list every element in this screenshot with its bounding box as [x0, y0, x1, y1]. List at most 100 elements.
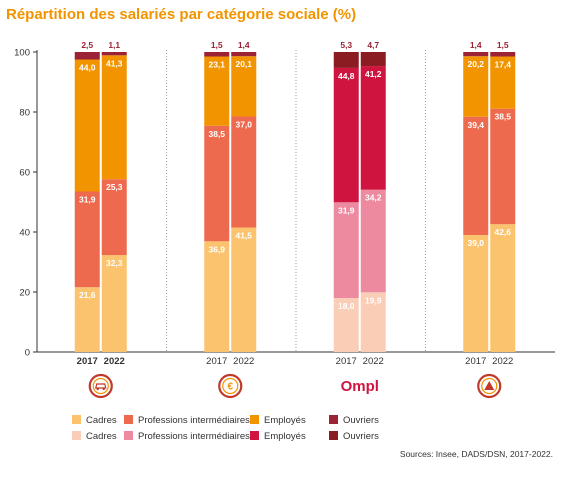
legend-item-cadres-alt: Cadres: [72, 431, 117, 442]
bar-segment: [333, 67, 359, 203]
data-label: 41,3: [106, 58, 123, 68]
legend-label-cadres-alt: Cadres: [86, 431, 117, 442]
data-label: 41,5: [235, 231, 252, 241]
data-label: 21,6: [79, 290, 96, 300]
data-label: 31,9: [338, 205, 355, 215]
data-label: 23,1: [208, 60, 225, 70]
data-label: 2,5: [81, 40, 93, 50]
car-icon: [94, 383, 107, 389]
data-label: 34,2: [365, 193, 382, 203]
bar-segment: [231, 52, 257, 57]
bar-segment: [74, 59, 100, 192]
car-wheel-icon: [102, 387, 105, 391]
data-label: 18,0: [338, 301, 355, 311]
bar-segment: [360, 52, 386, 67]
data-label: 20,2: [467, 59, 484, 69]
bar-segment: [101, 255, 127, 352]
legend-swatch-employes: [250, 415, 259, 424]
bar-segment: [490, 56, 516, 109]
car-wheel-icon: [96, 387, 99, 391]
data-label: 39,0: [467, 238, 484, 248]
ompl-logo: Ompl: [341, 378, 379, 395]
bar-segment: [101, 55, 127, 180]
bar-segment: [74, 52, 100, 60]
y-tick-label: 0: [25, 348, 30, 359]
bar-segment: [231, 56, 257, 117]
legend-item-employes-alt: Employés: [250, 431, 306, 442]
y-tick-label: 60: [19, 168, 30, 179]
warning-icon-ring-inner: [481, 377, 498, 395]
chart-title: Répartition des salariés par catégorie s…: [6, 6, 357, 23]
y-tick-label: 100: [14, 48, 30, 59]
legend-label-ouvriers-alt: Ouvriers: [343, 431, 379, 442]
data-label: 1,5: [497, 40, 509, 50]
bar-segment: [74, 191, 100, 288]
legend-item-employes: Employés: [250, 415, 306, 426]
x-tick-label: 2022: [363, 356, 384, 367]
bar-segment: [204, 241, 230, 352]
x-tick-label: 2017: [336, 356, 357, 367]
bar-segment: [333, 202, 359, 298]
bar-segment: [231, 227, 257, 352]
car-icon-ring-inner: [92, 377, 109, 395]
legend-label-professions-alt: Professions intermédiaires: [138, 431, 250, 442]
bar-segment: [231, 116, 257, 228]
bar-segment: [204, 56, 230, 126]
car-icon-ring: [88, 373, 113, 399]
coin-icon: €: [227, 382, 233, 393]
coin-icon-ring-inner: [222, 377, 239, 395]
data-label: 32,3: [106, 258, 123, 268]
data-label: 1,4: [238, 40, 250, 50]
x-tick-label: 2022: [104, 356, 125, 367]
bar-segment: [463, 56, 489, 117]
legend-swatch-cadres-alt: [72, 431, 81, 440]
legend-swatch-ouvriers: [329, 415, 338, 424]
stacked-bar-chart: 0 20 40 60 80 100 21,6 31,9 44,0 2,5 2017 32,3 25,3 4…: [14, 40, 555, 399]
legend-swatch-professions: [124, 415, 133, 424]
data-label: 36,9: [208, 244, 225, 254]
coin-icon-ring: [218, 373, 243, 399]
legend-label-employes: Employés: [264, 415, 306, 426]
legend-label-cadres: Cadres: [86, 415, 117, 426]
legend-swatch-ouvriers-alt: [329, 431, 338, 440]
warning-icon: [484, 381, 495, 390]
data-label: 44,8: [338, 71, 355, 81]
bar-segment: [204, 52, 230, 57]
bar-segment: [360, 189, 386, 293]
legend-label-employes-alt: Employés: [264, 431, 306, 442]
bar-segment: [333, 52, 359, 68]
y-tick-label: 80: [19, 108, 30, 119]
data-label: 5,3: [340, 40, 352, 50]
data-label: 37,0: [235, 120, 252, 130]
legend-item-cadres: Cadres: [72, 415, 117, 426]
bar-segment: [333, 298, 359, 352]
data-label: 17,4: [494, 60, 511, 70]
data-label: 31,9: [79, 195, 96, 205]
bar-segment: [360, 66, 386, 190]
data-label: 1,5: [211, 40, 223, 50]
bar-segment: [360, 292, 386, 352]
data-label: 19,9: [365, 295, 382, 305]
y-tick-label: 40: [19, 228, 30, 239]
x-tick-label: 2022: [492, 356, 513, 367]
source-note: Sources: Insee, DADS/DSN, 2017-2022.: [399, 449, 553, 459]
legend-swatch-employes-alt: [250, 431, 259, 440]
data-label: 44,0: [79, 63, 96, 73]
data-label: 38,5: [208, 129, 225, 139]
data-label: 39,4: [467, 120, 484, 130]
x-tick-label: 2022: [233, 356, 254, 367]
bar-segment: [463, 235, 489, 352]
data-label: 25,3: [106, 182, 123, 192]
legend-label-professions: Professions intermédiaires: [138, 415, 250, 426]
data-label: 1,1: [108, 40, 120, 50]
legend-item-ouvriers: Ouvriers: [329, 415, 379, 426]
legend-swatch-cadres: [72, 415, 81, 424]
data-label: 20,1: [235, 59, 252, 69]
data-label: 38,5: [494, 112, 511, 122]
bar-segment: [101, 179, 127, 256]
legend-item-ouvriers-alt: Ouvriers: [329, 431, 379, 442]
legend-item-professions-alt: Professions intermédiaires: [124, 431, 250, 442]
x-tick-label: 2017: [206, 356, 227, 367]
bar-segment: [490, 52, 516, 57]
y-tick-label: 20: [19, 288, 30, 299]
